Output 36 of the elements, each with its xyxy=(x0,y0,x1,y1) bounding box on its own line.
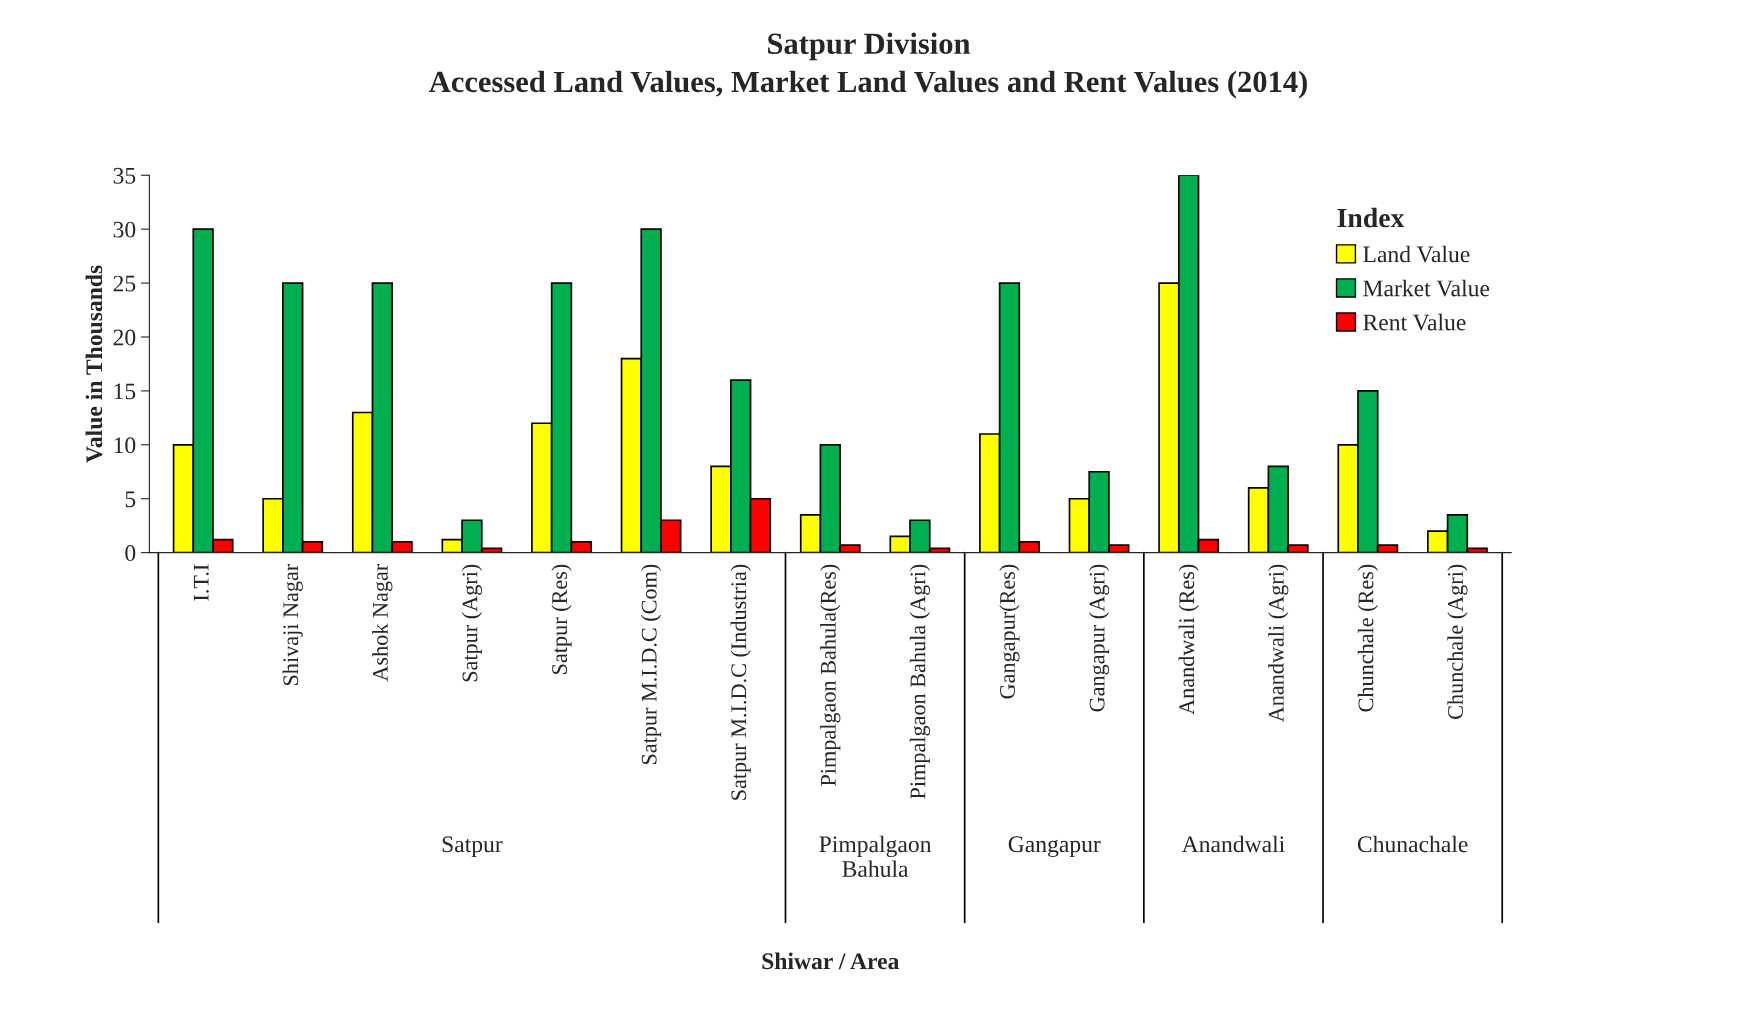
legend-title: Index xyxy=(1337,207,1405,228)
x-tick-label: Ashok Nagar xyxy=(372,563,393,682)
y-tick-label: 10 xyxy=(114,437,136,454)
text: Gangapur xyxy=(1008,836,1101,858)
x-tick-label: Pimpalgaon Bahula (Agri) xyxy=(909,564,930,799)
x-tick-label: Shivaji Nagar xyxy=(282,563,303,686)
legend-label: Land Value xyxy=(1363,245,1470,263)
x-tick-label: I.T.I xyxy=(193,564,209,601)
y-axis-title: Value in Thousands xyxy=(85,265,103,463)
x-tick-label: Anandwali (Res) xyxy=(1178,564,1199,715)
y-tick-label: 15 xyxy=(114,383,136,400)
x-tick-label: Satpur (Agri) xyxy=(461,564,483,682)
legend-label: Rent Value xyxy=(1363,313,1466,331)
x-tick-label: Anandwali (Agri) xyxy=(1268,564,1289,723)
x-tick-label: Gangapur (Agri) xyxy=(1088,564,1110,712)
x-tick-label: Chunchale (Res) xyxy=(1357,564,1378,712)
x-tick-label: Satpur M.I.D.C (Com) xyxy=(641,564,662,765)
y-tick-label: 25 xyxy=(113,275,136,292)
y-tick-label: 30 xyxy=(113,221,136,238)
text: Chunachale xyxy=(1357,835,1468,853)
y-tick-label: 5 xyxy=(125,491,136,508)
text: Shiwar / Area xyxy=(762,952,900,970)
text: Satpur xyxy=(442,836,503,858)
x-tick-label: Pimpalgaon Bahula(Res) xyxy=(820,564,841,786)
legend-label: Market Value xyxy=(1363,279,1490,297)
chart-title: Satpur Division xyxy=(768,32,971,61)
y-tick-label: 20 xyxy=(113,329,136,346)
x-tick-label: Gangapur(Res) xyxy=(999,564,1020,699)
y-tick-label: 0 xyxy=(125,545,136,562)
x-tick-label: Chunchale (Agri) xyxy=(1447,564,1468,719)
x-tick-label: Satpur (Res) xyxy=(551,564,572,674)
y-tick-label: 35 xyxy=(113,167,136,184)
x-tick-label: Satpur M.I.D.C (Industria) xyxy=(730,564,751,800)
text: Pimpalgaon Bahula xyxy=(819,835,932,877)
chart-subtitle: Accessed Land Values, Market Land Values and Rent Values (2014) xyxy=(429,70,1307,99)
text: Anandwali xyxy=(1181,835,1285,853)
